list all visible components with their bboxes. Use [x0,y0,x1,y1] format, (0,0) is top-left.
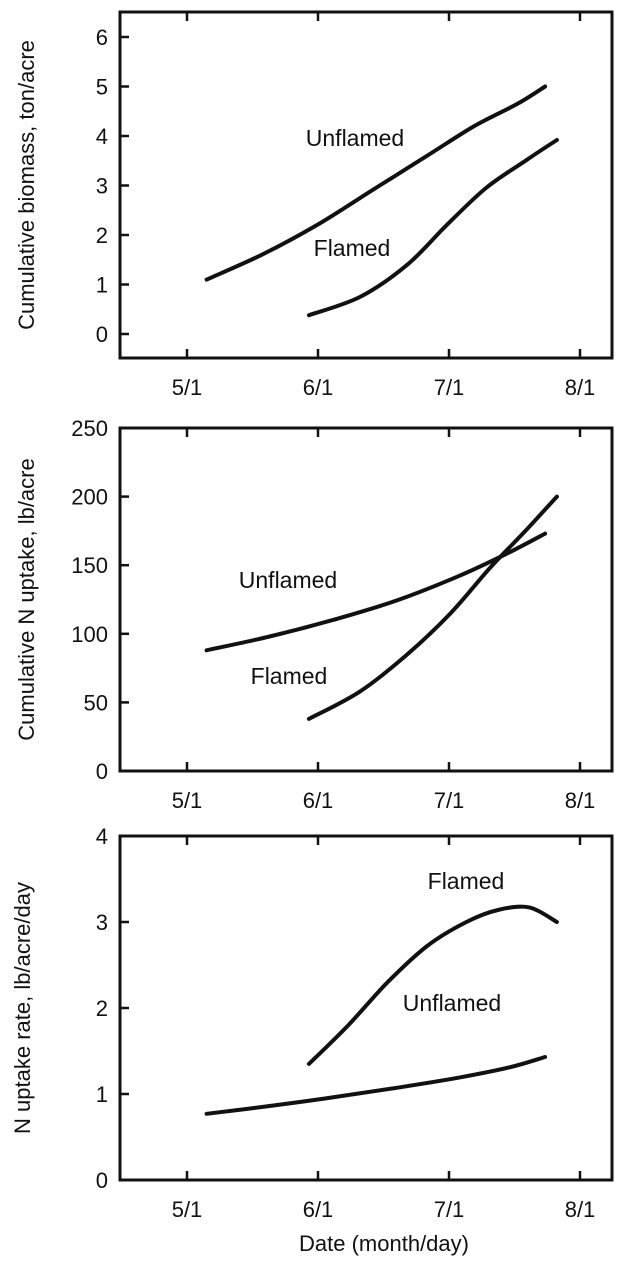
y-tick-label: 2 [96,223,108,248]
plot-frame [118,10,614,360]
y-tick-label: 3 [96,174,108,199]
series-line-flamed [306,138,559,318]
y-tick-label: 50 [84,690,108,715]
y-axis-title: N uptake rate, lb/acre/day [10,882,35,1134]
y-tick-label: 4 [96,824,108,849]
y-tick-label: 150 [71,553,108,578]
x-tick-label: 6/1 [303,375,334,400]
y-tick-label: 1 [96,1082,108,1107]
y-tick-label: 5 [96,75,108,100]
plot-frame [118,426,614,773]
y-tick-label: 0 [96,1168,108,1193]
x-tick-label: 6/1 [303,788,334,813]
series-line-unflamed [204,531,548,653]
panel-2: 0 50 100 150 200 250 5/1 6/1 7/1 8/1 Cumulative N … [14,416,614,813]
y-tick-label: 100 [71,622,108,647]
series-label-unflamed: Unflamed [403,990,501,1016]
x-tick-label: 8/1 [565,375,596,400]
y-tick-label: 0 [96,759,108,784]
y-tick-label: 3 [96,910,108,935]
series-line-flamed [306,494,559,721]
x-tick-label: 6/1 [303,1197,334,1222]
y-tick-label: 2 [96,996,108,1021]
series-label-unflamed: Unflamed [306,125,404,151]
series-line-flamed [306,904,559,1066]
series-label-flamed: Flamed [314,235,391,261]
y-tick-label: 250 [71,416,108,441]
x-tick-label: 8/1 [565,1197,596,1222]
x-tick-label: 8/1 [565,788,596,813]
series-label-flamed: Flamed [251,663,328,689]
series-line-unflamed [204,84,548,282]
x-tick-label: 7/1 [434,788,465,813]
series-label-flamed: Flamed [428,868,505,894]
x-tick-label: 7/1 [434,375,465,400]
y-axis-title: Cumulative biomass, ton/acre [14,40,39,330]
x-tick-label: 5/1 [172,1197,203,1222]
series-label-unflamed: Unflamed [239,567,337,593]
x-axis-title: Date (month/day) [299,1231,469,1256]
y-tick-label: 200 [71,485,108,510]
panel-1: 0 1 2 3 4 5 6 5/1 6/1 7/1 8/1 Cumulative biomass, t… [14,10,614,400]
y-axis-title: Cumulative N uptake, lb/acre [14,458,39,740]
x-tick-label: 7/1 [434,1197,465,1222]
y-tick-label: 6 [96,25,108,50]
y-tick-label: 0 [96,322,108,347]
panel-3: 0 1 2 3 4 5/1 6/1 7/1 8/1 N uptake rate, lb/acre/… [10,824,614,1256]
x-tick-label: 5/1 [172,788,203,813]
y-tick-label: 1 [96,273,108,298]
y-tick-label: 4 [96,124,108,149]
x-tick-label: 5/1 [172,375,203,400]
series-line-unflamed [204,1055,548,1116]
